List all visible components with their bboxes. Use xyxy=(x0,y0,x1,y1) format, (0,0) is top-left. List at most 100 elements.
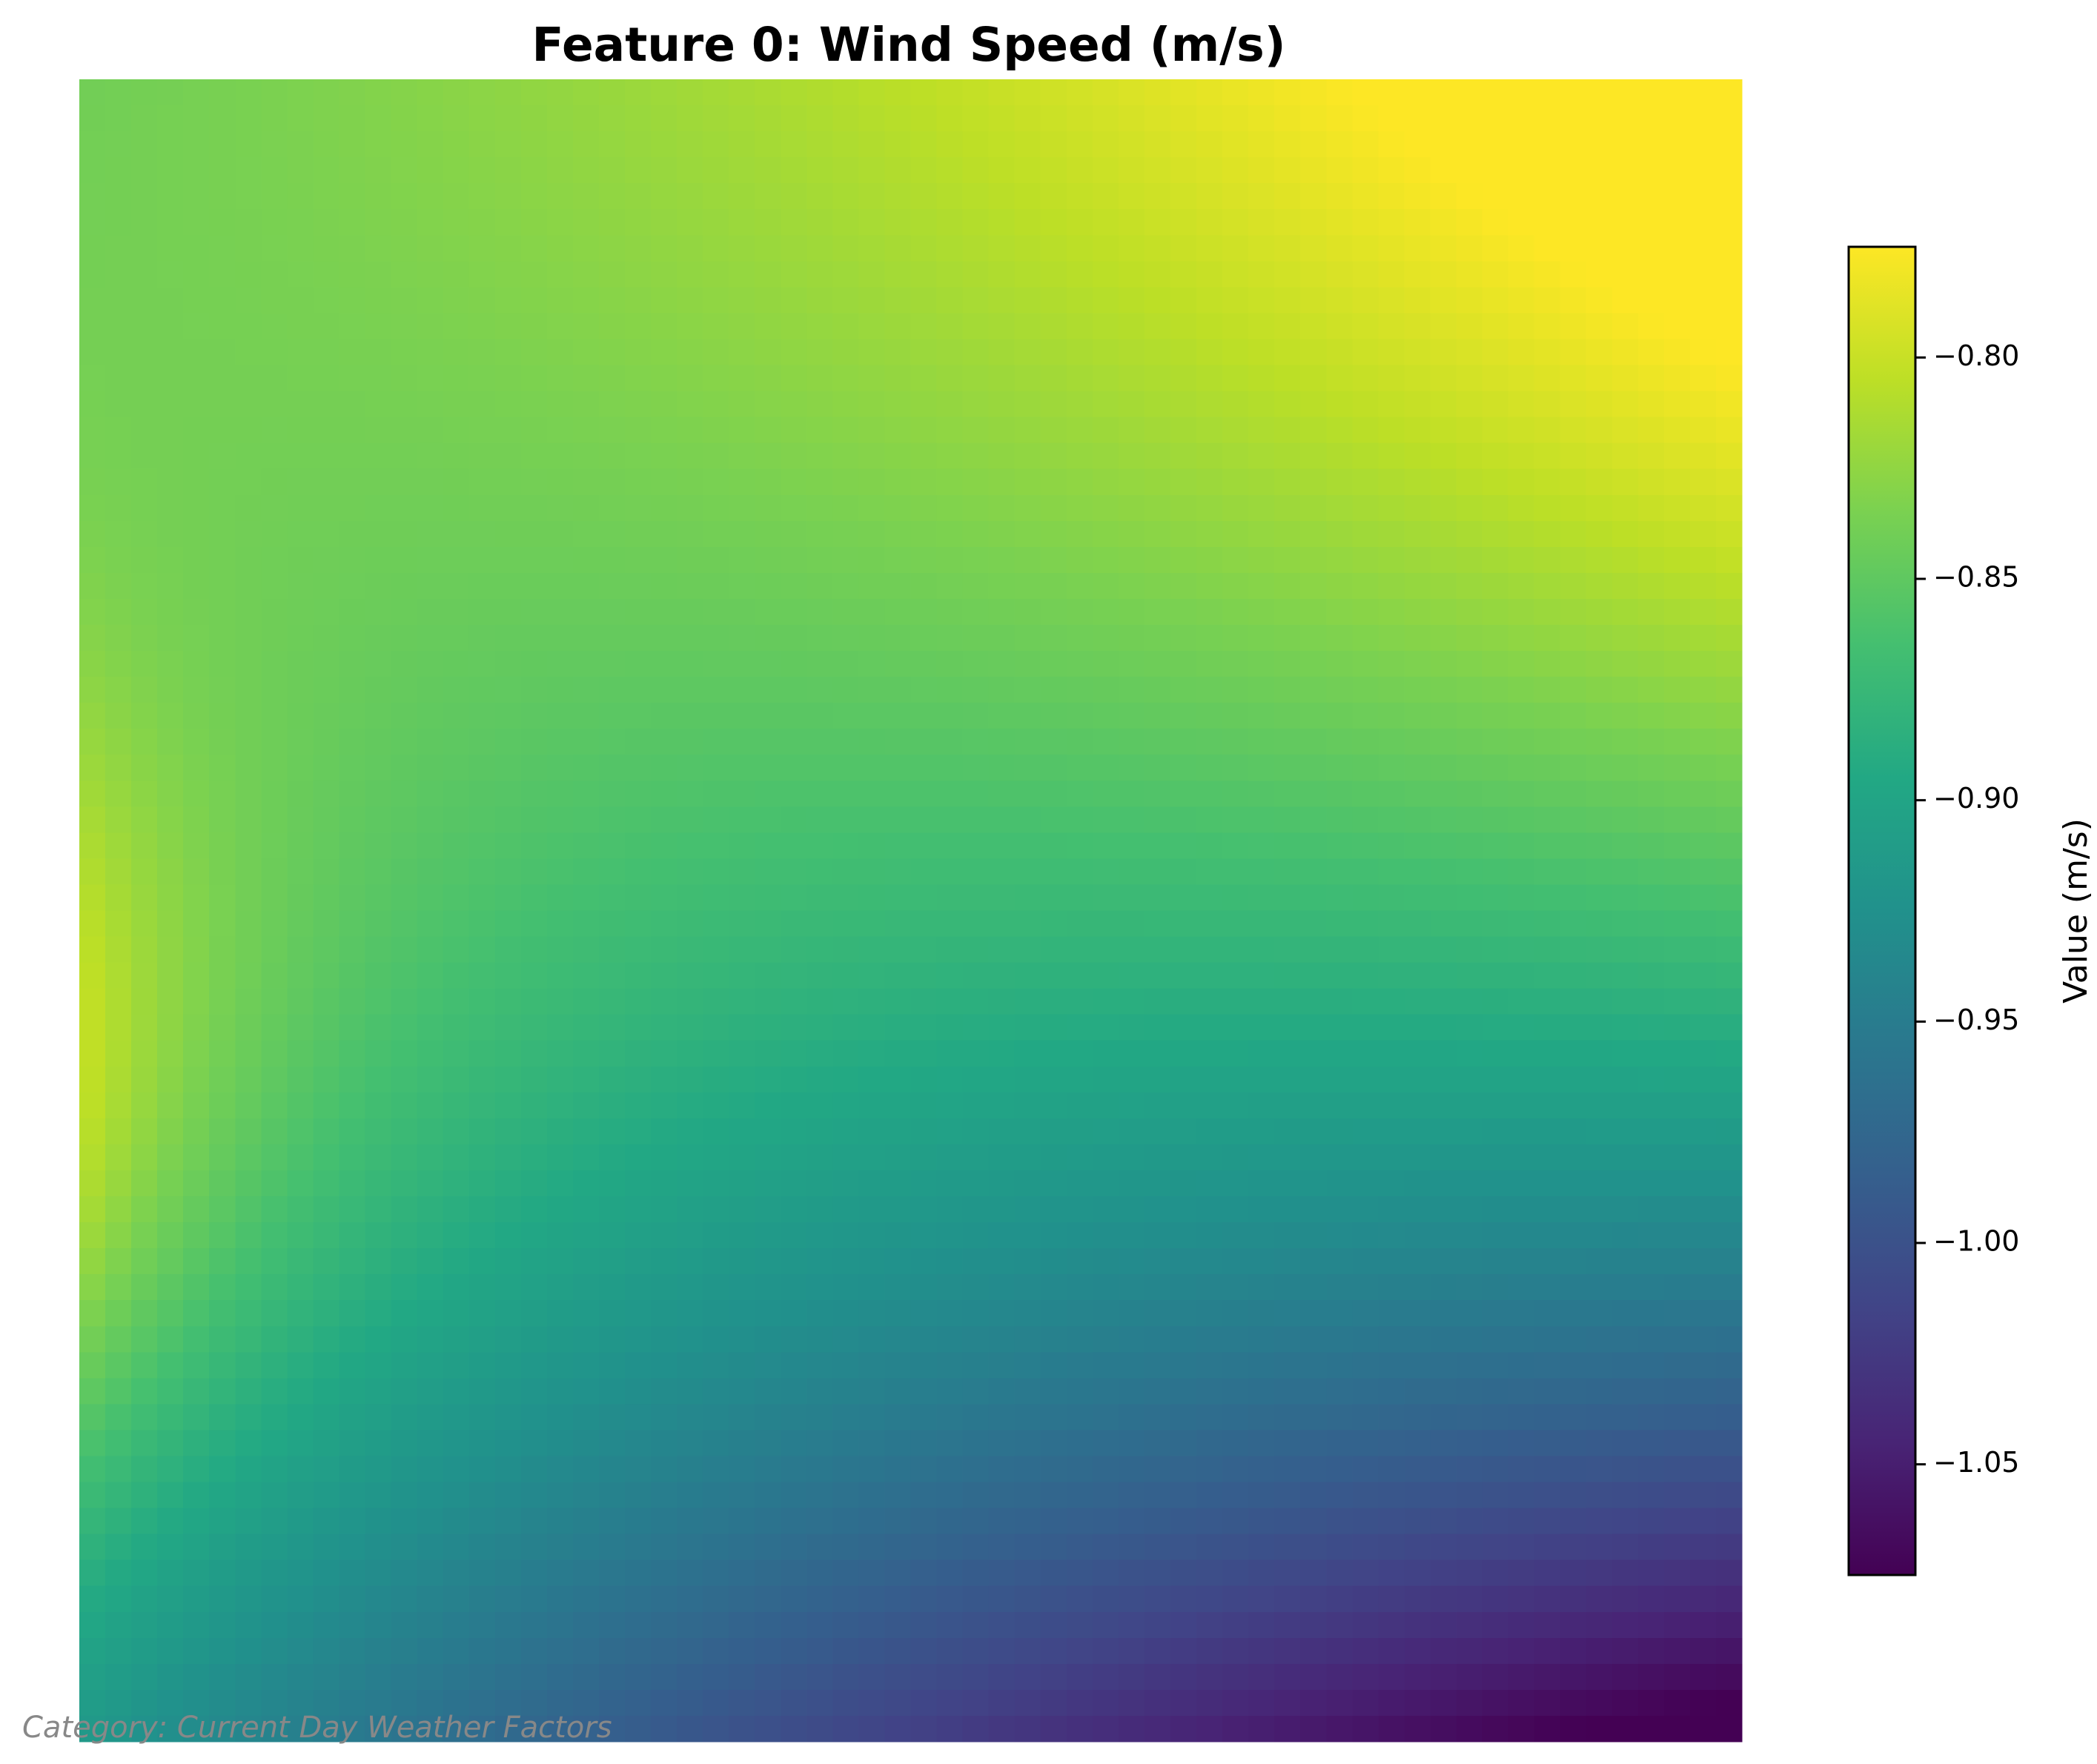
heatmap-cell xyxy=(572,780,600,807)
heatmap-cell xyxy=(1663,858,1691,886)
heatmap-cell xyxy=(1611,1482,1639,1509)
heatmap-cell xyxy=(313,442,340,470)
heatmap-cell xyxy=(183,417,210,444)
heatmap-cell xyxy=(443,858,470,886)
heatmap-cell xyxy=(1663,1482,1691,1509)
heatmap-cell xyxy=(1715,910,1743,938)
heatmap-cell xyxy=(443,1040,470,1067)
heatmap-cell xyxy=(1118,79,1145,106)
heatmap-cell xyxy=(1586,858,1613,886)
heatmap-cell xyxy=(910,780,938,807)
heatmap-cell xyxy=(261,1118,288,1145)
heatmap-cell xyxy=(261,1404,288,1431)
heatmap-cell xyxy=(1118,1066,1145,1093)
heatmap-cell xyxy=(1196,1482,1223,1509)
heatmap-cell xyxy=(1404,1663,1431,1691)
heatmap-cell xyxy=(624,261,652,288)
heatmap-cell xyxy=(391,442,418,470)
heatmap-cell xyxy=(209,832,236,860)
heatmap-cell xyxy=(1637,391,1665,418)
heatmap-cell xyxy=(572,287,600,314)
heatmap-cell xyxy=(391,339,418,366)
heatmap-cell xyxy=(365,780,392,807)
heatmap-cell xyxy=(1144,1508,1171,1535)
heatmap-cell xyxy=(1066,1326,1093,1353)
heatmap-cell xyxy=(988,1196,1016,1223)
heatmap-cell xyxy=(391,677,418,703)
heatmap-cell xyxy=(287,287,314,314)
heatmap-cell xyxy=(832,858,860,886)
heatmap-cell xyxy=(598,755,626,781)
heatmap-cell xyxy=(1560,1482,1587,1509)
heatmap-cell xyxy=(443,235,470,262)
heatmap-cell xyxy=(806,1352,833,1379)
heatmap-cell xyxy=(1274,1715,1301,1743)
heatmap-cell xyxy=(910,729,938,755)
heatmap-cell xyxy=(858,1092,886,1119)
colorbar-ticks: −0.80−0.85−0.90−0.95−1.00−1.05 xyxy=(1915,339,2019,1479)
heatmap-cell xyxy=(105,520,132,548)
heatmap-cell xyxy=(417,598,444,626)
heatmap-cell xyxy=(1430,1689,1457,1717)
heatmap-cell xyxy=(468,417,496,444)
heatmap-cell xyxy=(1689,1274,1717,1301)
heatmap-cell xyxy=(572,1092,600,1119)
heatmap-cell xyxy=(1300,1430,1327,1457)
heatmap-cell xyxy=(781,1014,807,1041)
heatmap-cell xyxy=(1222,1689,1249,1717)
heatmap-cell xyxy=(729,988,755,1015)
heatmap-cell xyxy=(884,988,912,1015)
heatmap-cell xyxy=(468,1144,496,1171)
heatmap-cell xyxy=(1482,339,1509,366)
heatmap-cell xyxy=(1534,1404,1561,1431)
heatmap-cell xyxy=(443,1300,470,1327)
heatmap-cell xyxy=(468,806,496,833)
heatmap-cell xyxy=(494,1715,522,1743)
heatmap-cell xyxy=(313,235,340,262)
heatmap-cell xyxy=(520,313,548,340)
heatmap-cell xyxy=(1144,131,1171,158)
heatmap-cell xyxy=(494,235,522,262)
heatmap-cell xyxy=(1534,131,1561,158)
heatmap-cell xyxy=(183,1196,210,1223)
heatmap-cell xyxy=(1663,703,1691,729)
heatmap-cell xyxy=(1560,261,1587,288)
heatmap-cell xyxy=(1170,755,1197,781)
heatmap-cell xyxy=(910,261,938,288)
heatmap-cell xyxy=(1092,1144,1119,1171)
heatmap-cell xyxy=(183,1378,210,1405)
heatmap-cell xyxy=(781,755,807,781)
heatmap-cell xyxy=(1560,936,1587,964)
heatmap-cell xyxy=(755,1689,781,1717)
heatmap-cell xyxy=(1300,468,1327,496)
heatmap-cell xyxy=(1066,677,1093,703)
heatmap-cell xyxy=(1014,624,1041,651)
heatmap-cell xyxy=(832,884,860,912)
heatmap-cell xyxy=(962,806,990,833)
heatmap-cell xyxy=(1014,1533,1041,1561)
heatmap-cell xyxy=(209,105,236,132)
heatmap-cell xyxy=(1248,339,1275,366)
heatmap-cell xyxy=(703,520,729,548)
heatmap-cell xyxy=(1637,1170,1665,1197)
heatmap-cell xyxy=(1352,1144,1379,1171)
heatmap-cell xyxy=(79,105,106,132)
heatmap-cell xyxy=(755,1533,781,1561)
heatmap-cell xyxy=(183,261,210,288)
heatmap-cell xyxy=(729,1144,755,1171)
heatmap-cell xyxy=(1326,1066,1353,1093)
heatmap-cell xyxy=(858,468,886,496)
heatmap-cell xyxy=(1118,1196,1145,1223)
heatmap-cell xyxy=(1508,79,1535,106)
heatmap-cell xyxy=(1430,520,1457,548)
heatmap-cell xyxy=(572,598,600,626)
heatmap-cell xyxy=(884,1300,912,1327)
heatmap-cell xyxy=(1352,858,1379,886)
heatmap-cell xyxy=(131,105,158,132)
heatmap-cell xyxy=(494,79,522,106)
heatmap-cell xyxy=(1222,365,1249,392)
heatmap-cell xyxy=(1222,1222,1249,1249)
heatmap-cell xyxy=(806,1533,833,1561)
heatmap-cell xyxy=(1560,729,1587,755)
heatmap-cell xyxy=(936,105,964,132)
